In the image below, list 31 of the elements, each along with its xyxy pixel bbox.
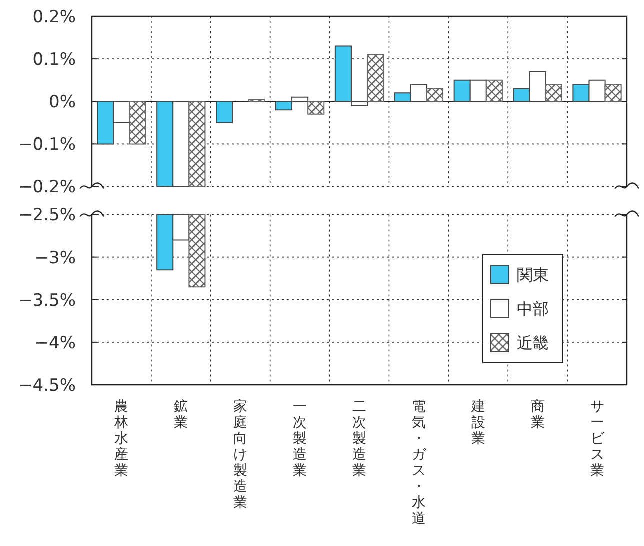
x-tick-label: 一次製造業 bbox=[293, 399, 308, 479]
bar bbox=[367, 54, 384, 102]
legend-label: 関東 bbox=[517, 265, 549, 284]
legend-label: 中部 bbox=[517, 299, 549, 318]
bar bbox=[129, 101, 146, 145]
y-tick-label: 0.1% bbox=[32, 50, 76, 70]
bar bbox=[308, 101, 325, 115]
y-tick-label: −0.2% bbox=[18, 178, 76, 198]
x-tick-label: 建設業 bbox=[470, 399, 486, 447]
bar bbox=[248, 98, 266, 102]
x-tick-label: 鉱業 bbox=[174, 399, 188, 431]
x-tick-label: サービス業 bbox=[590, 399, 606, 479]
y-tick-label: −2.5% bbox=[18, 206, 76, 226]
y-tick-label: −0.1% bbox=[18, 135, 76, 156]
y-tick-label: −3.5% bbox=[18, 290, 76, 311]
x-tick-label: 農林水産業 bbox=[114, 399, 129, 479]
x-tick-label: 商業 bbox=[530, 399, 545, 431]
y-tick-label: −4% bbox=[34, 333, 76, 354]
x-tick-label: 家庭向け製造業 bbox=[234, 399, 248, 511]
legend-label: 近畿 bbox=[517, 333, 549, 352]
bar bbox=[216, 101, 234, 124]
bar bbox=[426, 88, 444, 102]
y-tick-label: −4.5% bbox=[18, 376, 76, 396]
y-tick-label: 0.2% bbox=[32, 7, 76, 28]
y-tick-label: −3% bbox=[34, 248, 76, 268]
y-tick-label: 0% bbox=[49, 92, 76, 113]
bar bbox=[604, 84, 622, 102]
bar bbox=[486, 80, 503, 102]
bar bbox=[545, 84, 562, 102]
x-tick-label: 電気・ガス・水道 bbox=[412, 399, 427, 527]
x-tick-label: 二次製造業 bbox=[352, 399, 366, 479]
